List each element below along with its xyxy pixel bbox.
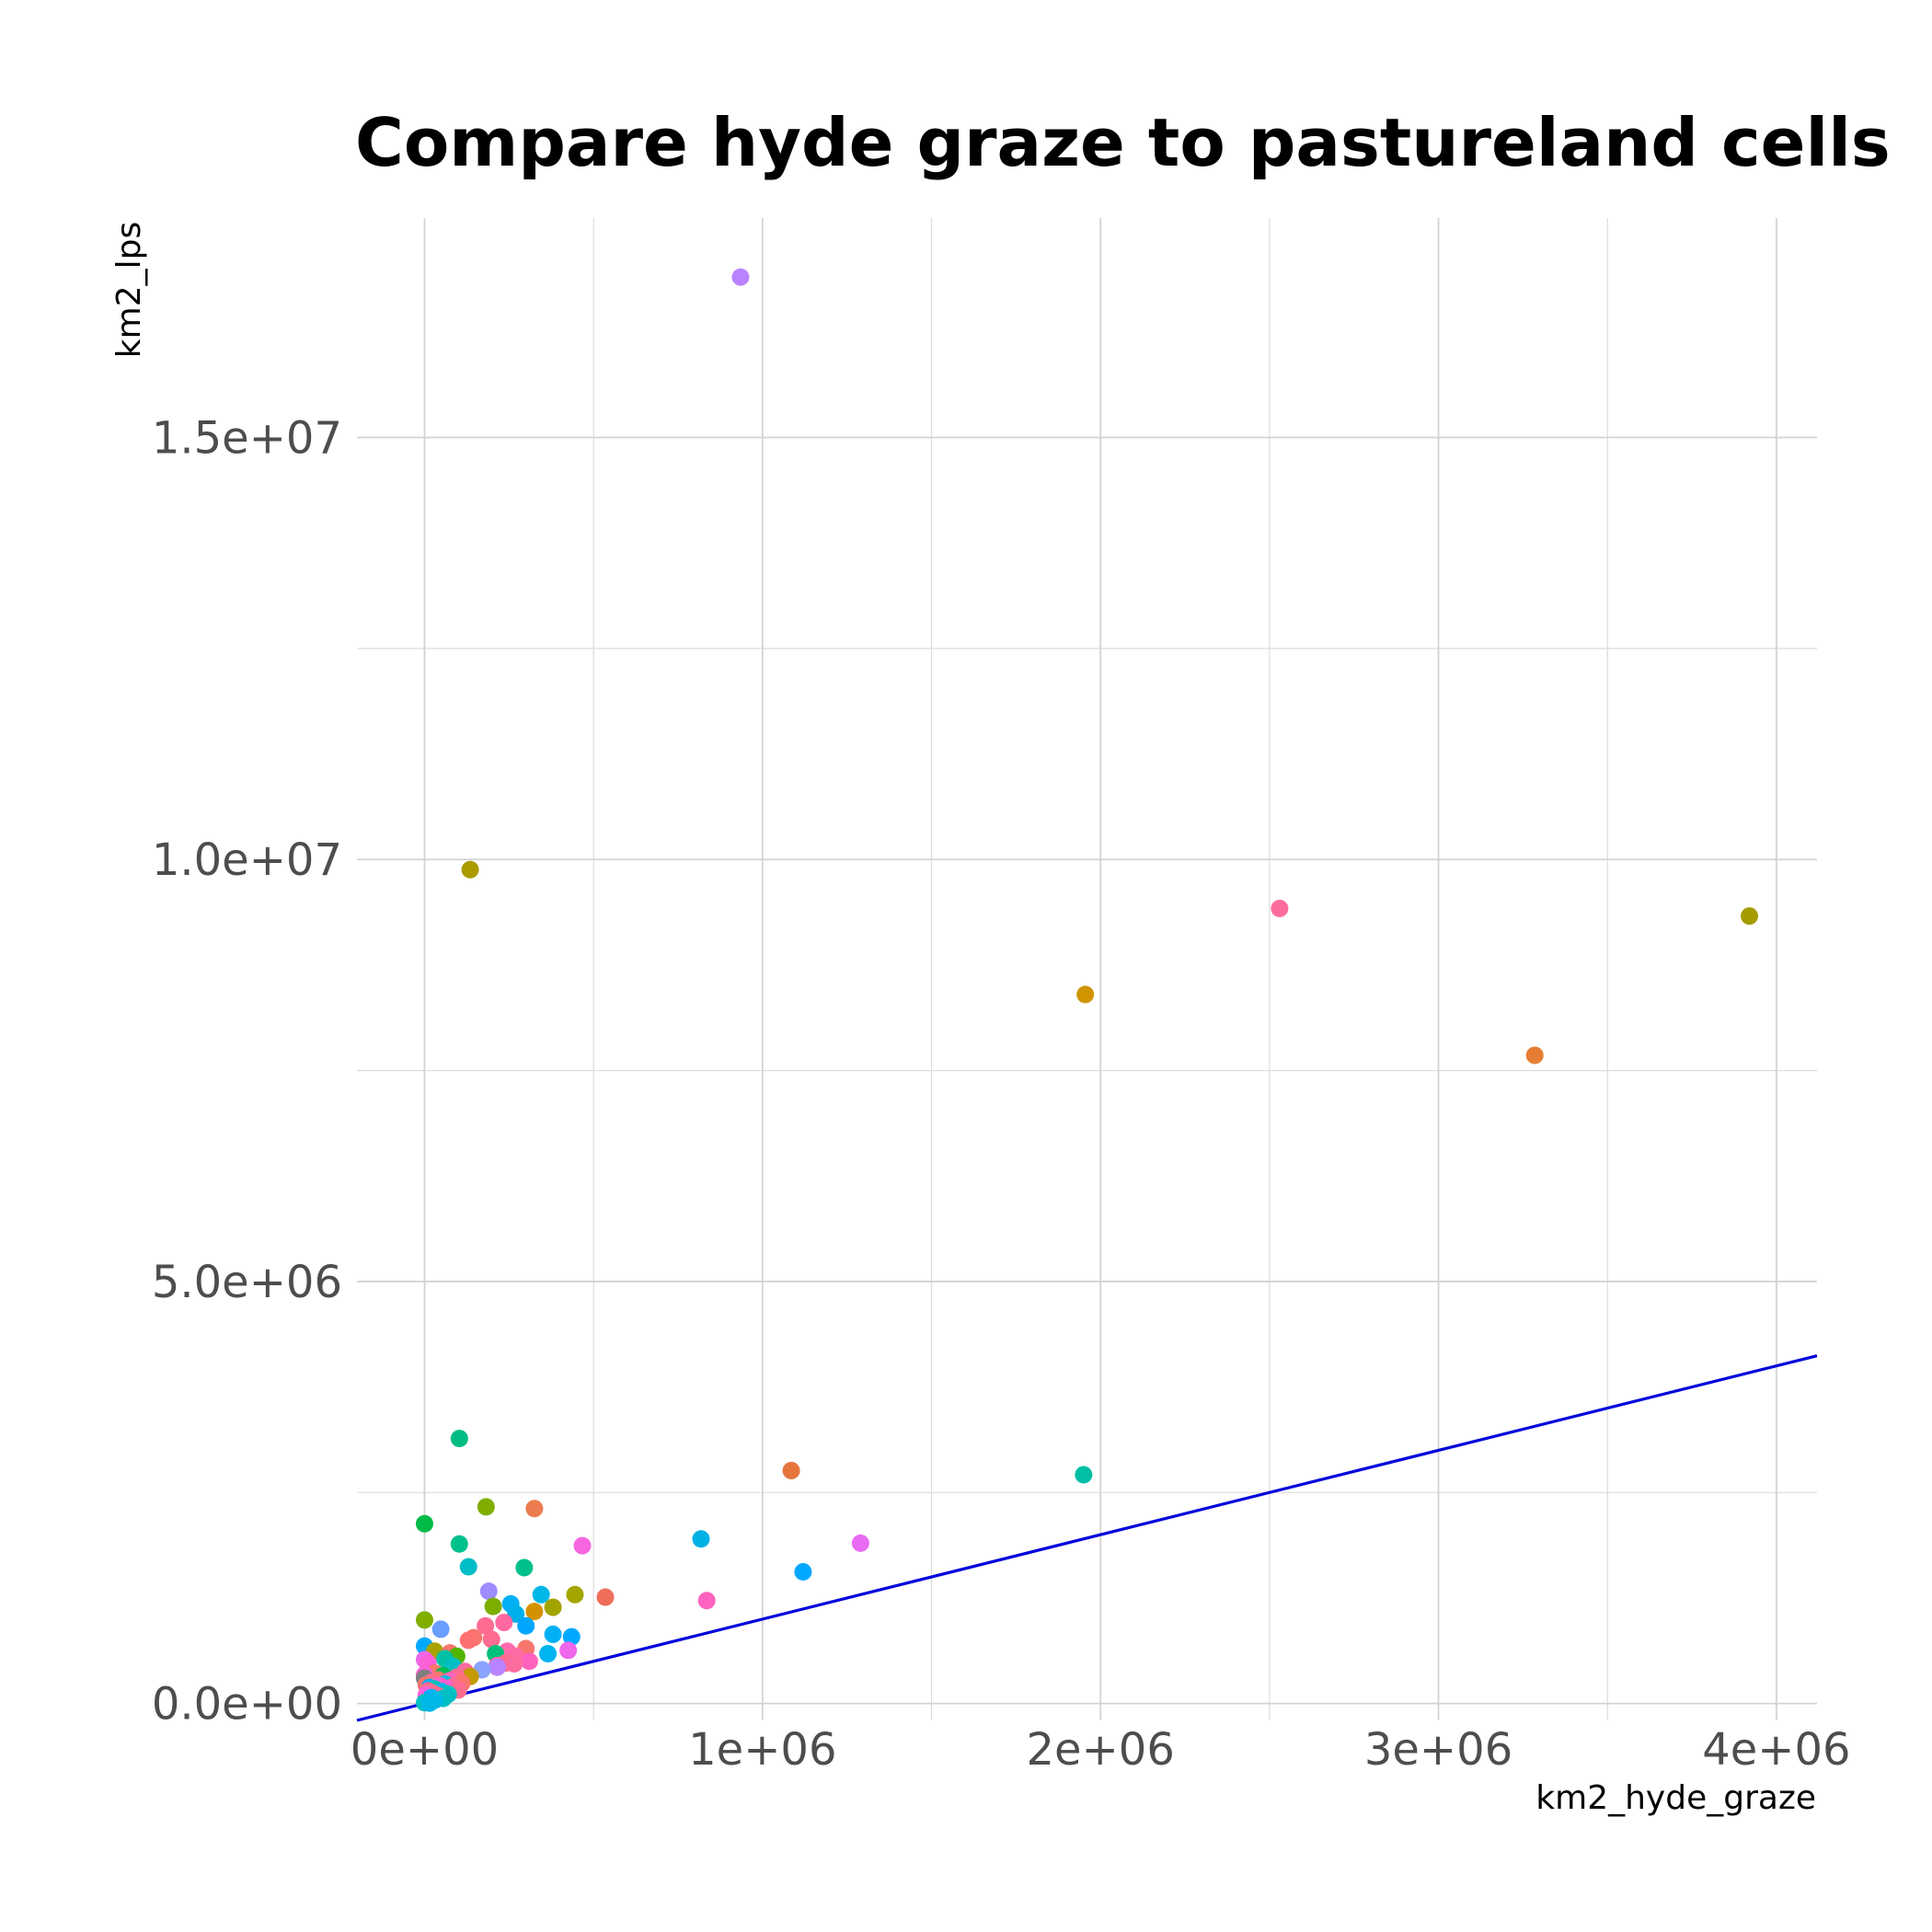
data-point	[525, 1603, 544, 1621]
data-point	[479, 1582, 498, 1601]
x-axis-label: km2_hyde_graze	[1535, 1779, 1816, 1817]
data-point	[573, 1536, 592, 1555]
data-point	[697, 1592, 716, 1610]
y-tick-label: 1.0e+07	[152, 834, 342, 886]
data-point	[566, 1585, 584, 1604]
data-point	[431, 1620, 450, 1639]
reference-line	[356, 1354, 1818, 1722]
data-point	[488, 1658, 506, 1676]
data-point	[544, 1598, 562, 1616]
data-point	[559, 1641, 578, 1660]
x-tick-label: 1e+06	[688, 1724, 836, 1776]
data-point	[1076, 985, 1095, 1004]
data-point	[495, 1614, 513, 1632]
data-point	[420, 1694, 439, 1712]
data-point	[1271, 899, 1289, 917]
data-point	[459, 1558, 477, 1576]
data-point	[505, 1655, 523, 1673]
data-point	[477, 1616, 495, 1635]
chart-title: Compare hyde graze to pastureland cells	[355, 104, 1891, 181]
axis-ticks: 0e+00 1e+06 2e+06 3e+06 4e+06 0.0e+00 5.0e+06 1…	[152, 413, 1851, 1776]
data-point	[692, 1530, 710, 1548]
data-point	[851, 1534, 869, 1552]
data-point	[1525, 1046, 1544, 1064]
x-tick-label: 4e+06	[1702, 1724, 1850, 1776]
data-point	[517, 1616, 535, 1635]
data-point	[484, 1597, 502, 1616]
identity-line	[356, 1354, 1818, 1722]
x-tick-label: 0e+00	[351, 1724, 499, 1776]
data-point	[450, 1535, 468, 1553]
data-point	[782, 1461, 800, 1479]
data-point	[461, 860, 479, 879]
data-point	[520, 1652, 538, 1671]
data-point	[731, 268, 750, 286]
y-tick-label: 1.5e+07	[152, 413, 342, 465]
data-point	[532, 1585, 550, 1604]
data-point	[596, 1588, 615, 1606]
data-point	[459, 1631, 477, 1650]
data-point	[1075, 1466, 1093, 1484]
data-point	[794, 1563, 812, 1581]
data-point	[450, 1430, 468, 1448]
data-point	[544, 1625, 562, 1643]
data-point	[562, 1627, 581, 1646]
data-point	[415, 1611, 433, 1629]
data-point	[415, 1514, 433, 1533]
data-points	[415, 268, 1759, 1712]
y-tick-label: 5.0e+06	[152, 1257, 342, 1308]
y-axis-label: km2_lps	[110, 222, 148, 358]
x-tick-label: 3e+06	[1364, 1724, 1512, 1776]
x-tick-label: 2e+06	[1027, 1724, 1175, 1776]
y-tick-label: 0.0e+00	[152, 1679, 342, 1731]
data-point	[482, 1630, 500, 1649]
data-point	[515, 1558, 534, 1577]
grid-lines	[357, 218, 1817, 1720]
data-point	[1741, 907, 1759, 926]
data-point	[539, 1645, 558, 1663]
data-point	[525, 1500, 544, 1518]
data-point	[477, 1498, 495, 1516]
